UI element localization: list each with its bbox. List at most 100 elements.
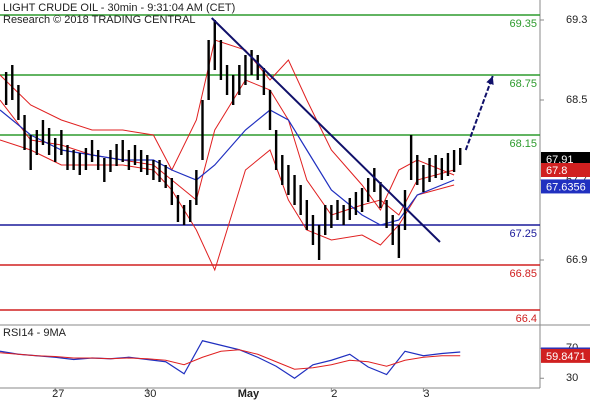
price-bar <box>385 200 388 228</box>
price-bar <box>256 55 259 80</box>
price-bar <box>305 200 309 230</box>
forecast-arrow <box>464 75 494 151</box>
indicator-line <box>0 139 455 272</box>
level-label: 68.75 <box>509 78 537 90</box>
price-bar <box>164 165 167 188</box>
price-tag <box>541 163 590 177</box>
price-bar <box>176 195 180 222</box>
indicator-line <box>0 340 461 379</box>
price-bar <box>274 130 278 170</box>
y-tick-label: 66.9 <box>566 254 587 266</box>
price-bar <box>78 153 81 175</box>
price-tag-label: 67.91 <box>546 154 574 166</box>
price-bar <box>4 72 8 105</box>
price-bar <box>379 182 382 208</box>
x-tick-label: 3 <box>423 388 429 400</box>
price-bar <box>342 205 345 225</box>
price-bar <box>103 158 106 182</box>
panel-title: RSI14 - 9MA <box>3 327 67 339</box>
price-tag <box>541 179 590 194</box>
price-tag-label: 67.6356 <box>546 181 586 193</box>
price-bar <box>41 120 45 145</box>
price-bar <box>47 128 51 155</box>
price-bar <box>422 165 425 192</box>
price-bar <box>207 40 210 100</box>
price-bar <box>354 192 358 215</box>
price-bar <box>35 130 39 155</box>
price-bar <box>262 68 266 95</box>
price-bar <box>293 175 296 205</box>
price-bar <box>440 158 444 180</box>
price-bar <box>158 160 161 182</box>
price-bar <box>139 150 143 172</box>
price-bar <box>11 65 14 100</box>
price-bar <box>360 188 364 212</box>
price-bar <box>428 158 431 182</box>
price-bar <box>452 150 456 172</box>
price-bar <box>268 90 272 130</box>
price-bar <box>238 65 241 95</box>
y-tick-label: 68.5 <box>566 94 587 106</box>
x-tick-label: 30 <box>144 388 156 400</box>
price-tag-label: 67.8 <box>546 165 567 177</box>
price-bar <box>416 155 419 185</box>
price-tag <box>541 152 590 166</box>
price-bar <box>90 140 94 162</box>
price-bar <box>391 215 394 245</box>
level-label: 66.85 <box>509 268 537 280</box>
price-bar <box>446 153 450 176</box>
price-bar <box>409 135 413 180</box>
price-bar <box>66 145 69 170</box>
price-bar <box>336 200 339 220</box>
price-bar <box>96 150 100 170</box>
price-bar <box>23 115 26 150</box>
price-bar <box>317 225 321 260</box>
price-bar <box>434 155 437 178</box>
price-bar <box>281 155 284 185</box>
price-bar <box>146 155 149 175</box>
price-bar <box>29 135 32 170</box>
price-bar <box>324 205 327 235</box>
x-tick-label: 27 <box>52 388 64 400</box>
level-label: 68.15 <box>509 138 537 150</box>
indicator-line <box>0 349 461 370</box>
price-tag <box>541 348 590 363</box>
price-bar <box>72 150 75 170</box>
y-tick-label: 30 <box>566 372 578 384</box>
arrow-head <box>486 76 494 85</box>
price-bar <box>152 160 155 180</box>
price-bar <box>84 148 88 170</box>
price-bar <box>403 190 407 230</box>
price-bar <box>311 215 315 245</box>
price-bar <box>225 65 229 95</box>
level-label: 67.25 <box>509 228 537 240</box>
chart-title: LIGHT CRUDE OIL - 30min - 9:31:04 AM (CE… <box>3 2 235 14</box>
price-bar <box>287 165 290 195</box>
price-bar <box>17 85 20 120</box>
price-bar <box>121 140 124 162</box>
chart-subtitle: Research © 2018 TRADING CENTRAL <box>3 14 196 26</box>
price-bar <box>189 200 192 222</box>
price-bar <box>299 185 302 215</box>
price-bar <box>109 150 112 172</box>
price-bar <box>397 225 401 258</box>
x-tick-label: May <box>238 388 260 400</box>
price-bar <box>170 178 174 205</box>
price-bar <box>250 50 253 75</box>
price-tag-label: 59.8471 <box>546 351 586 363</box>
price-bar <box>348 198 351 220</box>
price-bar <box>330 205 333 228</box>
price-bar <box>133 145 137 165</box>
price-bar <box>373 168 376 192</box>
price-bar <box>60 130 63 155</box>
level-label: 66.4 <box>516 313 537 325</box>
price-bar <box>127 150 131 170</box>
price-bar <box>195 170 198 205</box>
y-tick-label: 69.3 <box>566 14 587 26</box>
price-bar <box>459 148 462 165</box>
price-bar <box>54 138 57 162</box>
price-bar <box>244 55 247 85</box>
price-bar <box>366 178 370 202</box>
price-bar <box>182 205 186 225</box>
